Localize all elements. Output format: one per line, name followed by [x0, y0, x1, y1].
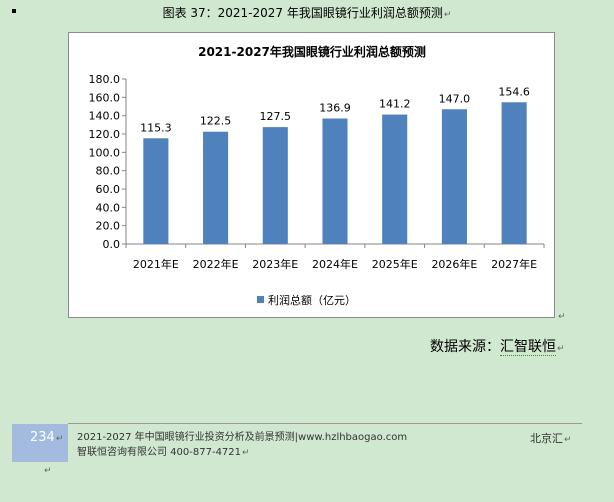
bar — [441, 109, 467, 244]
footer-divider — [68, 423, 582, 424]
page-number-box: 234↵ — [12, 424, 68, 462]
bar — [501, 102, 527, 245]
y-tick-label: 20.0 — [96, 220, 121, 233]
bar — [382, 114, 408, 244]
data-label: 136.9 — [319, 102, 351, 115]
list-bullet — [12, 9, 16, 13]
data-label: 127.5 — [260, 110, 292, 123]
x-tick-label: 2023年E — [252, 257, 298, 271]
bar-chart: 2021-2027年我国眼镜行业利润总额预测 0.0 20.0 40.0 60.0 80.… — [89, 44, 545, 307]
source-name: 汇智联恒 — [500, 339, 556, 356]
paragraph-mark: ↵ — [564, 435, 572, 445]
paragraph-mark: ↵ — [44, 466, 52, 476]
footer-line-1: 2021-2027 年中国眼镜行业投资分析及前景预测|www.hzlhbaoga… — [77, 430, 517, 445]
data-label: 115.3 — [140, 121, 172, 134]
data-label: 154.6 — [498, 85, 529, 98]
paragraph-mark: ↵ — [55, 434, 64, 444]
y-tick-label: 120.0 — [89, 128, 121, 141]
y-tick-label: 160.0 — [89, 91, 121, 104]
chart-container: 2021-2027年我国眼镜行业利润总额预测 0.0 20.0 40.0 60.0 80.… — [68, 32, 555, 318]
data-label: 122.5 — [200, 115, 232, 128]
y-tick-label: 60.0 — [96, 183, 121, 196]
y-tick-label: 180.0 — [89, 73, 121, 86]
page-number: 234 — [30, 430, 55, 445]
caption-text: 图表 37：2021-2027 年我国眼镜行业利润总额预测 — [162, 6, 443, 20]
y-tick-label: 140.0 — [89, 110, 121, 123]
data-label: 141.2 — [379, 98, 411, 111]
source-label: 数据来源： — [430, 339, 500, 355]
chart-title: 2021-2027年我国眼镜行业利润总额预测 — [198, 44, 426, 59]
bar — [143, 138, 169, 244]
y-tick-label: 0.0 — [103, 238, 121, 251]
legend-label: 利润总额（亿元） — [268, 293, 356, 307]
x-tick-label: 2025年E — [372, 257, 418, 271]
footer-line-2: 智联恒咨询有限公司 400-877-4721↵ — [77, 445, 517, 461]
paragraph-mark: ↵ — [443, 10, 452, 20]
bar — [262, 127, 288, 244]
figure-caption: 图表 37：2021-2027 年我国眼镜行业利润总额预测↵ — [0, 4, 614, 21]
footer-right-text: 北京汇↵ — [530, 430, 572, 446]
paragraph-mark: ↵ — [557, 344, 565, 354]
paragraph-mark: ↵ — [558, 312, 566, 322]
footer-right-label: 北京汇 — [530, 432, 563, 445]
footer-text: 2021-2027 年中国眼镜行业投资分析及前景预测|www.hzlhbaoga… — [77, 430, 517, 461]
paragraph-mark: ↵ — [242, 448, 250, 458]
x-tick-label: 2022年E — [193, 257, 239, 271]
x-tick-label: 2026年E — [431, 257, 477, 271]
x-tick-label: 2027年E — [491, 257, 537, 271]
footer-line-1-text: 2021-2027 年中国眼镜行业投资分析及前景预测|www.hzlhbaoga… — [77, 432, 408, 443]
y-tick-label: 40.0 — [96, 201, 121, 214]
legend-swatch — [257, 296, 264, 303]
y-tick-label: 80.0 — [96, 165, 121, 178]
x-tick-label: 2024年E — [312, 257, 358, 271]
bar — [322, 118, 348, 244]
bar — [203, 131, 229, 244]
y-tick-label: 100.0 — [89, 146, 121, 159]
footer-line-2-text: 智联恒咨询有限公司 400-877-4721 — [77, 447, 242, 458]
data-source: 数据来源：汇智联恒↵ — [430, 336, 565, 356]
data-label: 147.0 — [439, 92, 471, 105]
x-tick-label: 2021年E — [133, 257, 179, 271]
